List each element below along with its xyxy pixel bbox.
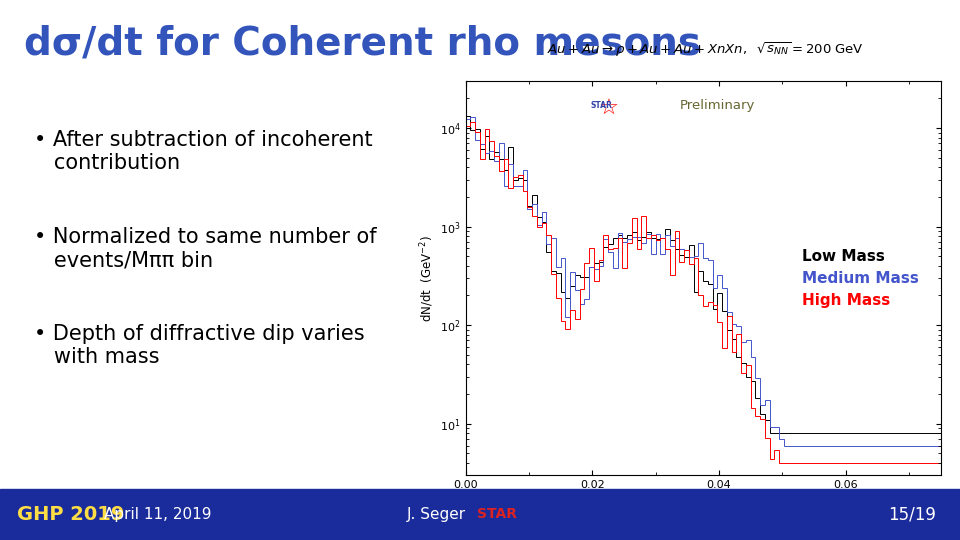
Text: • Depth of diffractive dip varies
   with mass: • Depth of diffractive dip varies with m… [34,324,364,367]
Text: 15/19: 15/19 [888,505,936,523]
Text: • Normalized to same number of
   events/Mππ bin: • Normalized to same number of events/Mπ… [34,227,376,270]
Y-axis label: dN/dt  (GeV$^{-2}$): dN/dt (GeV$^{-2}$) [419,235,436,321]
Text: GHP 2019: GHP 2019 [17,504,125,524]
Text: dσ/dt for Coherent rho mesons: dσ/dt for Coherent rho mesons [24,24,701,62]
Text: ★: ★ [599,99,617,118]
Text: April 11, 2019: April 11, 2019 [104,507,211,522]
Legend: Low Mass, Medium Mass, High Mass: Low Mass, Medium Mass, High Mass [797,243,924,313]
Text: • After subtraction of incoherent
   contribution: • After subtraction of incoherent contri… [34,130,372,173]
Text: $Au + Au \rightarrow \rho + Au + Au + XnXn,\;\; \sqrt{s_{NN}}=200\;\mathrm{GeV}$: $Au + Au \rightarrow \rho + Au + Au + Xn… [547,40,864,59]
Text: STAR: STAR [477,507,517,521]
Text: STAR: STAR [590,102,612,110]
Bar [0,489,960,540]
Text: J. Seger: J. Seger [407,507,467,522]
Text: ☆: ☆ [598,99,618,119]
X-axis label: t (GeV$^{2}$): t (GeV$^{2}$) [678,493,729,510]
Text: Preliminary: Preliminary [680,99,755,112]
